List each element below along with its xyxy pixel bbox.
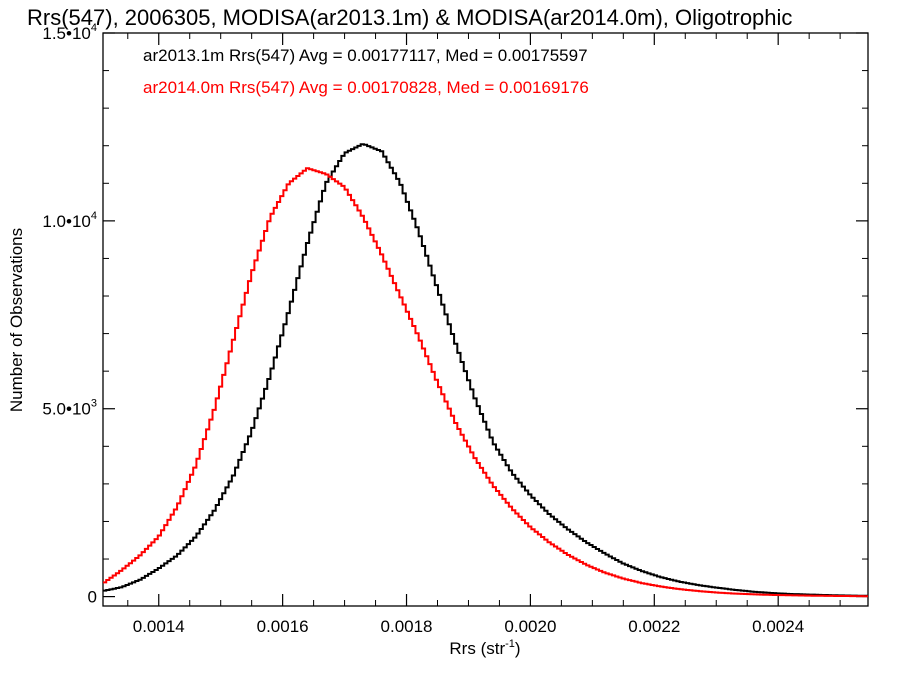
x-axis-label-end: ) — [515, 639, 521, 658]
y-tick-label: 0 — [88, 588, 97, 607]
plot-frame — [102, 32, 869, 607]
series-line-ar2013.1m — [103, 143, 868, 597]
y-axis-label: Number of Observations — [7, 228, 26, 412]
x-tick-label: 0.0022 — [628, 617, 680, 636]
x-tick-label: 0.0016 — [257, 617, 309, 636]
x-axis-label: Rrs (str-1) — [449, 638, 520, 658]
axis-tick-labels: 0.0014 0.0016 0.0018 0.0020 0.0022 0.0024 0 5.0… — [42, 22, 804, 636]
x-tick-label: 0.0020 — [504, 617, 556, 636]
series-lines — [103, 143, 868, 598]
y-tick-label: 5.0•103 — [42, 398, 97, 419]
x-tick-label: 0.0018 — [381, 617, 433, 636]
x-axis-label-sup: -1 — [505, 638, 515, 650]
series-line-ar2014.0m — [103, 167, 868, 598]
legend-entry-ar2014: ar2014.0m Rrs(547) Avg = 0.00170828, Med… — [143, 78, 589, 97]
x-tick-label: 0.0024 — [752, 617, 804, 636]
y-tick-label: 1.5•104 — [42, 22, 97, 43]
x-axis-label-main: Rrs (str — [449, 639, 505, 658]
axis-ticks — [103, 32, 868, 606]
y-tick-label: 1.0•104 — [42, 210, 97, 231]
legend-entry-ar2013: ar2013.1m Rrs(547) Avg = 0.00177117, Med… — [143, 46, 588, 65]
x-tick-label: 0.0014 — [133, 617, 185, 636]
chart-title: Rrs(547), 2006305, MODISA(ar2013.1m) & M… — [27, 5, 792, 30]
